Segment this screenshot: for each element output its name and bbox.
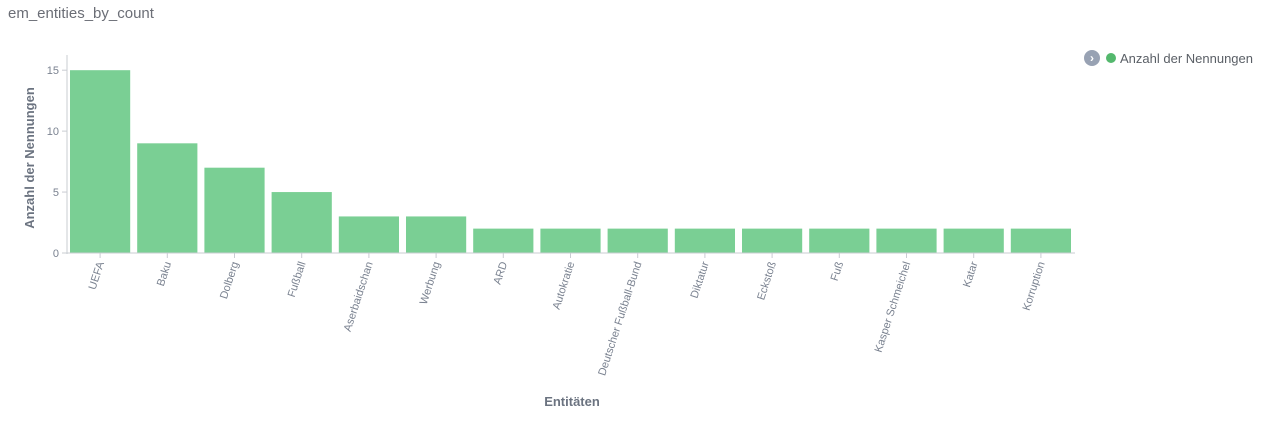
y-tick-label: 10 [47, 126, 59, 138]
bar[interactable] [943, 228, 1004, 253]
x-tick-label: Eckstoß [755, 260, 779, 302]
x-tick-label: Diktatur [689, 260, 712, 300]
bar[interactable] [809, 228, 870, 253]
legend: › Anzahl der Nennungen [1084, 50, 1253, 66]
bars [70, 70, 1071, 253]
legend-series-dot[interactable] [1106, 53, 1116, 63]
bar[interactable] [406, 216, 467, 253]
bar[interactable] [540, 228, 601, 253]
x-axis-title: Entitäten [544, 394, 600, 409]
bar[interactable] [473, 228, 534, 253]
panel-title: em_entities_by_count [8, 5, 154, 22]
x-tick-label: Deutscher Fußball-Bund [596, 260, 644, 377]
y-axis-title: Anzahl der Nennungen [22, 87, 37, 229]
x-tick-label: ARD [492, 260, 511, 286]
x-tick-label: Fuß [829, 260, 847, 283]
bar[interactable] [338, 216, 399, 253]
y-tick-label: 15 [47, 65, 59, 77]
x-tick-label: UEFA [87, 260, 107, 292]
legend-series-label[interactable]: Anzahl der Nennungen [1120, 50, 1253, 66]
bar[interactable] [1010, 228, 1071, 253]
x-axis: UEFA Baku Dolberg Fußball Aserbaidschan Werbu… [67, 252, 1075, 377]
x-tick-label: Aserbaidschan [342, 260, 376, 333]
bar[interactable] [674, 228, 735, 253]
bar[interactable] [137, 143, 198, 253]
y-axis: 0 5 10 15 [47, 55, 68, 260]
x-tick-label: Katar [961, 260, 981, 289]
bar[interactable] [742, 228, 803, 253]
bar[interactable] [607, 228, 668, 253]
x-tick-label: Korruption [1021, 260, 1048, 312]
chevron-right-icon[interactable]: › [1084, 50, 1100, 66]
x-tick-label: Baku [155, 260, 174, 288]
bar[interactable] [271, 192, 332, 253]
x-tick-label: Autokratie [551, 260, 578, 311]
bar[interactable] [876, 228, 937, 253]
y-tick-label: 0 [53, 248, 59, 260]
x-tick-label: Kasper Schmeichel [873, 260, 914, 354]
bar[interactable] [70, 70, 131, 253]
bar[interactable] [204, 167, 265, 253]
y-tick-label: 5 [53, 187, 59, 199]
x-tick-label: Fußball [286, 260, 309, 299]
x-tick-label: Werbung [418, 260, 443, 306]
x-tick-label: Dolberg [218, 260, 241, 300]
